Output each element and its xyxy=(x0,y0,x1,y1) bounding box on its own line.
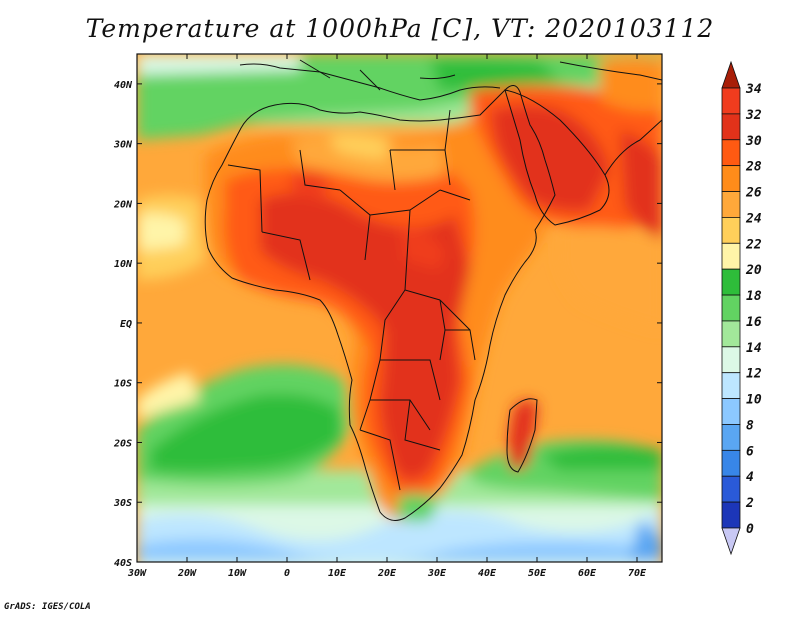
map-frame xyxy=(136,53,663,563)
credit-label: GrADS: IGES/COLA xyxy=(4,602,91,612)
colorbar-label: 28 xyxy=(745,160,762,175)
lon-label: 50E xyxy=(528,568,547,579)
lat-label: 10N xyxy=(114,259,133,270)
colorbar-box xyxy=(721,294,741,322)
colorbar-top-arrow xyxy=(721,60,741,89)
colorbar-box xyxy=(721,113,741,141)
colorbar-label: 26 xyxy=(745,186,762,201)
lon-label: 20W xyxy=(177,568,197,579)
colorbar-box xyxy=(721,346,741,374)
colorbar-label: 22 xyxy=(745,237,762,252)
colorbar-box xyxy=(721,268,741,296)
colorbar-box xyxy=(721,398,741,425)
colorbar-label: 10 xyxy=(746,393,762,408)
lon-label: 30W xyxy=(127,568,147,579)
colorbar-label: 34 xyxy=(745,82,762,97)
colorbar-bottom-arrow xyxy=(721,527,741,556)
colorbar-label: 0 xyxy=(746,522,754,537)
lat-label: EQ xyxy=(120,319,132,330)
lat-label: 20S xyxy=(113,438,132,449)
colorbar-label: 30 xyxy=(745,134,762,149)
colorbar-box xyxy=(721,217,741,244)
lon-label: 30E xyxy=(427,568,447,579)
colorbar-box xyxy=(721,424,741,451)
colorbar-label: 32 xyxy=(745,108,762,123)
lat-label: 10S xyxy=(114,379,132,390)
colorbar-box xyxy=(721,139,741,167)
map-title: Temperature at 1000hPa [C], VT: 20201031… xyxy=(85,14,715,43)
colorbar-label: 8 xyxy=(746,418,754,433)
lat-label: 30S xyxy=(113,498,132,509)
colorbar-box xyxy=(721,191,741,218)
colorbar-box xyxy=(721,320,741,348)
lon-label: 10E xyxy=(328,568,347,579)
lon-label: 40E xyxy=(478,568,497,579)
colorbar-label: 20 xyxy=(745,263,762,278)
lat-label: 30N xyxy=(113,140,133,151)
colorbar-box xyxy=(721,87,741,115)
lon-label: 60E xyxy=(578,568,597,579)
lat-label: 40S xyxy=(114,558,132,569)
lon-label: 70E xyxy=(628,568,647,579)
colorbar-label: 18 xyxy=(746,289,762,304)
colorbar-label: 12 xyxy=(746,367,762,382)
colorbar-label: 4 xyxy=(746,470,754,485)
lon-label: 20E xyxy=(377,568,397,579)
lat-label: 20N xyxy=(113,199,133,210)
colorbar-label: 16 xyxy=(746,315,762,330)
colorbar-label: 24 xyxy=(745,211,762,226)
colorbar-box xyxy=(721,501,741,529)
colorbar-box xyxy=(721,449,741,477)
lon-label: 0 xyxy=(284,568,290,579)
lat-label: 40N xyxy=(114,80,133,91)
temperature-field xyxy=(137,54,662,562)
coastlines xyxy=(204,59,662,521)
colorbar-box xyxy=(721,475,741,503)
colorbar-label: 2 xyxy=(745,496,754,511)
lon-label: 10W xyxy=(228,568,247,579)
colorbar-label: 14 xyxy=(746,341,762,356)
colorbar-label: 6 xyxy=(746,444,754,459)
colorbar-box xyxy=(721,372,741,399)
colorbar-box xyxy=(721,165,741,192)
colorbar-box xyxy=(721,242,741,270)
